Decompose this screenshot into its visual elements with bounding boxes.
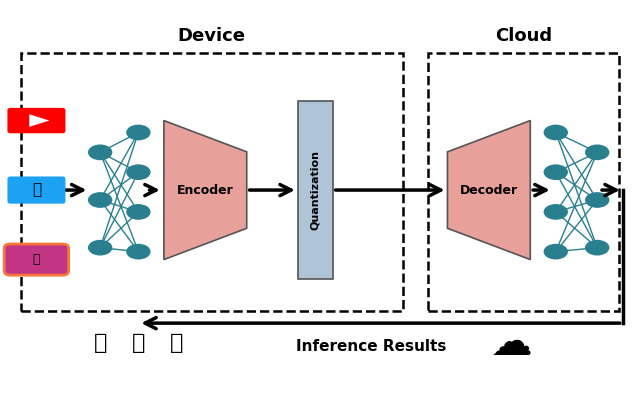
FancyBboxPatch shape: [8, 176, 65, 204]
Text: 🐦: 🐦: [32, 182, 41, 198]
Circle shape: [127, 205, 150, 219]
Bar: [298, 101, 333, 280]
Polygon shape: [164, 120, 246, 260]
Circle shape: [127, 125, 150, 140]
Bar: [20, 53, 403, 311]
Text: Inference Results: Inference Results: [296, 340, 446, 354]
Text: 🍓: 🍓: [170, 333, 183, 353]
Circle shape: [544, 125, 567, 140]
Circle shape: [586, 240, 609, 255]
FancyBboxPatch shape: [4, 244, 68, 275]
Text: Cloud: Cloud: [495, 27, 552, 45]
Polygon shape: [447, 120, 531, 260]
Circle shape: [544, 165, 567, 179]
Text: Decoder: Decoder: [460, 184, 518, 196]
Bar: [428, 53, 620, 311]
Circle shape: [89, 145, 111, 160]
Text: Encoder: Encoder: [177, 184, 234, 196]
Circle shape: [586, 145, 609, 160]
Text: 📷: 📷: [33, 253, 40, 266]
Circle shape: [127, 165, 150, 179]
Circle shape: [544, 244, 567, 259]
Circle shape: [127, 244, 150, 259]
Circle shape: [89, 193, 111, 207]
Circle shape: [586, 193, 609, 207]
Text: 📱: 📱: [93, 333, 107, 353]
Text: ☁: ☁: [490, 322, 532, 364]
Text: Device: Device: [178, 27, 246, 45]
Polygon shape: [29, 114, 49, 127]
Text: 🔲: 🔲: [132, 333, 145, 353]
Circle shape: [89, 240, 111, 255]
Text: Quantization: Quantization: [310, 150, 320, 230]
Circle shape: [544, 205, 567, 219]
FancyBboxPatch shape: [8, 108, 65, 133]
